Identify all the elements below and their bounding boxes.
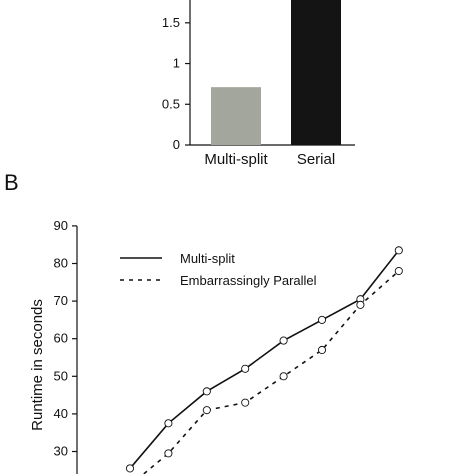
panel-b-y-tick-label: 60	[54, 331, 68, 346]
bar-multi-split	[211, 87, 261, 145]
legend-multi-split-label: Multi-split	[180, 251, 235, 266]
panel-a-category-label: Multi-split	[204, 151, 268, 168]
panel-b-y-axis-label: Runtime in seconds	[29, 299, 46, 431]
data-point-embarrassingly-parallel	[394, 266, 403, 276]
panel-b-series	[125, 246, 403, 474]
panel-b-y-tick-label: 80	[54, 256, 68, 271]
data-point-embarrassingly-parallel	[164, 449, 173, 458]
panel-b-y-tick-label: 70	[54, 293, 68, 308]
data-point-multi-split	[125, 464, 135, 473]
panel-a-category-labels: Multi-split Serial	[204, 151, 335, 168]
data-point-embarrassingly-parallel	[279, 372, 288, 381]
panel-b-legend: Multi-split Embarrassingly Parallel	[120, 251, 317, 288]
data-point-multi-split	[241, 364, 250, 373]
panel-a-y-tick-label: 1.5	[162, 15, 180, 30]
panel-a-bars	[211, 0, 341, 145]
panel-a-bar-chart: 0 0.5 1 1.5 Multi-split Serial	[162, 0, 355, 168]
panel-b-line-chart: 30 40 50 60 70 80 90 Runtime in seconds Multi-…	[29, 218, 403, 474]
panel-b-y-tick-label: 50	[54, 368, 68, 383]
legend-embarrassingly-parallel-label: Embarrassingly Parallel	[180, 273, 317, 288]
data-point-embarrassingly-parallel	[317, 345, 327, 355]
panel-a-category-label: Serial	[297, 151, 335, 168]
data-point-multi-split	[394, 246, 403, 255]
panel-b-y-tick-label: 30	[54, 444, 68, 459]
data-point-multi-split	[202, 387, 211, 396]
panel-a-y-tick-label: 0	[173, 137, 180, 152]
panel-b-y-tick-label: 40	[54, 406, 68, 421]
series-line-multi-split	[129, 249, 400, 469]
data-point-multi-split	[164, 419, 173, 428]
panel-a-y-tick-label: 0.5	[162, 96, 180, 111]
panel-a-y-tick-label: 1	[173, 56, 180, 71]
panel-b-y-tick-label: 90	[54, 218, 68, 233]
series-line-embarrassingly-parallel	[142, 270, 400, 474]
data-point-embarrassingly-parallel	[202, 406, 211, 415]
panel-b-label: B	[4, 170, 19, 195]
data-point-embarrassingly-parallel	[356, 300, 365, 309]
bar-serial	[291, 0, 341, 145]
data-point-multi-split	[279, 336, 288, 345]
panel-b-y-ticks: 30 40 50 60 70 80 90	[54, 218, 77, 459]
panel-a-y-ticks: 0 0.5 1 1.5	[162, 15, 190, 152]
data-point-multi-split	[317, 315, 327, 324]
data-point-embarrassingly-parallel	[241, 398, 250, 407]
